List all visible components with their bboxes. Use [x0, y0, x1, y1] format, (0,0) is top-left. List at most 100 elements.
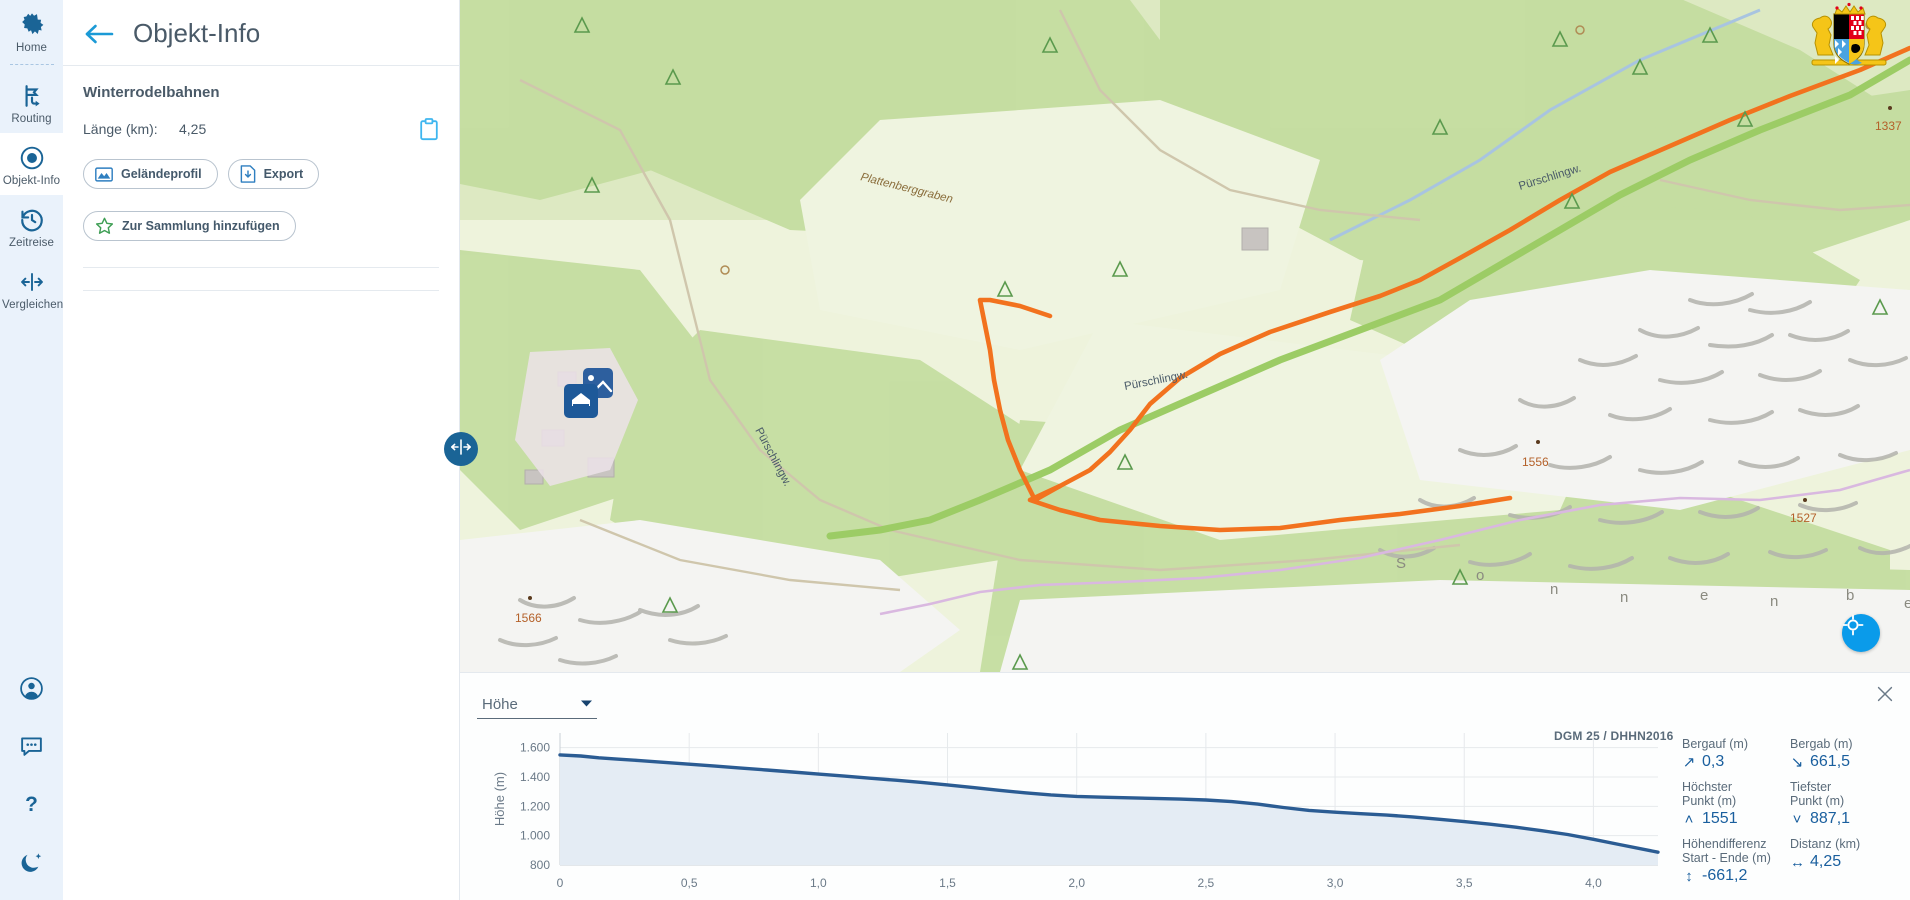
- sidebar-item-label: Routing: [11, 113, 52, 125]
- user-account-icon: [2, 674, 61, 704]
- panel-resize-handle[interactable]: [444, 432, 478, 466]
- mountain-profile-icon: [95, 166, 113, 182]
- svg-text:Höhe (m): Höhe (m): [492, 772, 507, 826]
- button-label: Zur Sammlung hinzufügen: [122, 219, 280, 233]
- panel-body: Winterrodelbahnen Länge (km): 4,25 Gelän…: [63, 66, 459, 291]
- svg-text:1,5: 1,5: [939, 876, 956, 890]
- sidebar-item-vergleichen[interactable]: Vergleichen: [0, 257, 63, 319]
- object-info-panel: Objekt-Info Winterrodelbahnen Länge (km)…: [63, 0, 460, 900]
- elevation-label-1556: 1556: [1522, 455, 1549, 469]
- horizontal-resize-icon: [449, 438, 473, 461]
- section-divider-1: [83, 267, 439, 268]
- stat-value: 4,25: [1810, 853, 1842, 870]
- dark-mode-toggle[interactable]: [0, 834, 63, 892]
- clipboard-copy-icon[interactable]: [419, 118, 439, 141]
- stat-value-wrap: ˄ 1551: [1682, 810, 1790, 828]
- stat-value-wrap: ↔ 4,25: [1790, 853, 1898, 871]
- svg-text:1.400: 1.400: [520, 770, 550, 784]
- svg-text:3,5: 3,5: [1456, 876, 1473, 890]
- map-graphics: 1337 1556 1527 1566 Plattenberggraben Pü…: [460, 0, 1910, 672]
- svg-text:b: b: [1846, 587, 1854, 604]
- stat-value: 1551: [1702, 810, 1738, 827]
- svg-text:800: 800: [530, 858, 550, 872]
- svg-text:?: ?: [25, 793, 38, 816]
- svg-text:0: 0: [557, 876, 564, 890]
- attribute-label: Länge (km):: [83, 121, 158, 137]
- stat-value-wrap: ↘ 661,5: [1790, 753, 1898, 771]
- chart-metric-value: Höhe: [482, 695, 518, 713]
- export-button[interactable]: Export: [227, 159, 320, 189]
- stat-descent: Bergab (m) ↘ 661,5: [1790, 737, 1898, 771]
- sidebar-item-objekt-info[interactable]: Objekt-Info: [0, 133, 63, 195]
- sidebar-item-label: Objekt-Info: [2, 175, 61, 187]
- svg-text:1.600: 1.600: [520, 741, 550, 755]
- bavaria-coat-of-arms-icon: [1794, 2, 1904, 74]
- question-mark-icon: ?: [2, 790, 61, 820]
- stat-value: 0,3: [1702, 753, 1725, 770]
- left-navigation-rail: Home Routing Objekt-Info Zeitreise: [0, 0, 63, 900]
- clock-history-icon: [2, 205, 61, 235]
- header-divider: [63, 65, 459, 66]
- locate-me-button[interactable]: [1842, 614, 1880, 652]
- svg-text:4,0: 4,0: [1585, 876, 1602, 890]
- stat-value: -661,2: [1702, 867, 1748, 884]
- route-signpost-icon: [2, 81, 61, 111]
- chevron-down-icon: [580, 695, 593, 713]
- stat-ascent: Bergauf (m) ↗ 0,3: [1682, 737, 1790, 771]
- attribute-value: 4,25: [179, 121, 207, 137]
- svg-text:1.200: 1.200: [520, 799, 550, 813]
- back-button[interactable]: [83, 21, 115, 47]
- elevation-label-1527: 1527: [1790, 511, 1817, 525]
- stat-highest-point: Höchster Punkt (m) ˄ 1551: [1682, 780, 1790, 828]
- arrow-down-right-icon: ↘: [1790, 754, 1804, 771]
- account-button[interactable]: [0, 660, 63, 718]
- section-divider-2: [83, 290, 439, 291]
- help-button[interactable]: ?: [0, 776, 63, 834]
- feedback-button[interactable]: [0, 718, 63, 776]
- svg-text:n: n: [1620, 589, 1628, 606]
- sidebar-item-label: Zeitreise: [9, 237, 54, 249]
- elevation-chart[interactable]: 800 1.000 1.200 1.400 1.600 0 0,5 1,0 1,5 2,0 2,5 3…: [460, 725, 1670, 900]
- stat-label: Höhendifferenz Start - Ende (m): [1682, 837, 1771, 865]
- svg-text:e: e: [1700, 587, 1708, 604]
- object-title: Winterrodelbahnen: [83, 84, 220, 101]
- page-title: Objekt-Info: [133, 18, 261, 48]
- stat-lowest-point: Tiefster Punkt (m) ˅ 887,1: [1790, 780, 1898, 828]
- chat-bubble-icon: [2, 732, 61, 762]
- map-marker-primary: [564, 384, 598, 418]
- elevation-label-1337: 1337: [1875, 119, 1902, 133]
- sidebar-item-routing[interactable]: Routing: [0, 71, 63, 133]
- rail-bottom-group: ?: [0, 660, 63, 892]
- elevation-statistics: Bergauf (m) ↗ 0,3 Bergab (m) ↘ 661,5 Höc…: [1682, 737, 1902, 885]
- chevron-up-icon: ˄: [1684, 810, 1694, 828]
- gelaendeprofil-button[interactable]: Geländeprofil: [83, 159, 218, 189]
- stat-label: Tiefster Punkt (m): [1790, 780, 1845, 808]
- stat-label: Bergab (m): [1790, 737, 1853, 751]
- stat-elevation-difference: Höhendifferenz Start - Ende (m) ↕ -661,2: [1682, 837, 1790, 885]
- sidebar-item-zeitreise[interactable]: Zeitreise: [0, 195, 63, 257]
- svg-text:2,5: 2,5: [1198, 876, 1215, 890]
- zur-sammlung-hinzufuegen-button[interactable]: Zur Sammlung hinzufügen: [83, 211, 296, 241]
- arrow-up-right-icon: ↗: [1682, 754, 1696, 771]
- arrow-updown-icon: ↕: [1685, 867, 1693, 885]
- target-dot-icon: [2, 143, 61, 173]
- moon-darkmode-icon: [2, 848, 61, 878]
- sidebar-item-home[interactable]: Home: [0, 0, 63, 62]
- svg-text:S: S: [1396, 555, 1406, 572]
- attribute-row-laenge: Länge (km): 4,25: [83, 121, 439, 137]
- close-chart-button[interactable]: [1874, 683, 1896, 705]
- map-canvas[interactable]: 1337 1556 1527 1566 Plattenberggraben Pü…: [460, 0, 1910, 672]
- stat-label: Bergauf (m): [1682, 737, 1748, 751]
- sidebar-item-label: Vergleichen: [2, 299, 64, 311]
- stat-distance: Distanz (km) ↔ 4,25: [1790, 837, 1898, 885]
- chart-metric-select[interactable]: Höhe: [477, 693, 597, 719]
- panel-header: Objekt-Info: [63, 0, 459, 65]
- svg-text:0,5: 0,5: [681, 876, 698, 890]
- arrow-leftright-icon: ↔: [1790, 853, 1805, 871]
- button-label: Export: [263, 167, 304, 181]
- stat-value: 661,5: [1810, 753, 1851, 770]
- action-buttons-row-2: Zur Sammlung hinzufügen: [83, 211, 439, 241]
- compare-arrows-icon: [2, 267, 61, 297]
- sidebar-item-label: Home: [15, 42, 48, 54]
- bavaria-outline-icon: [2, 10, 61, 40]
